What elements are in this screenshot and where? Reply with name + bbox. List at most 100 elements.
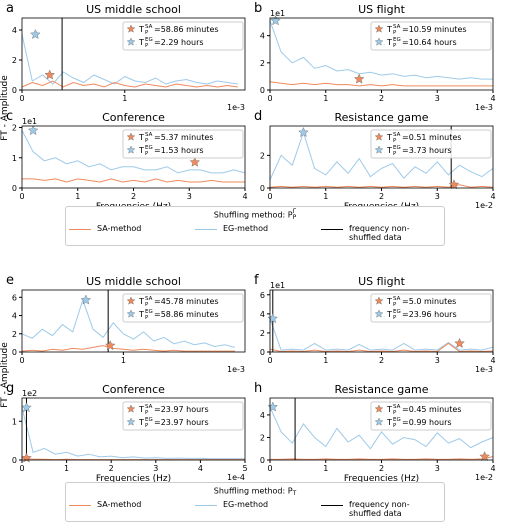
x-tick-label: 1	[323, 192, 328, 201]
annotation-text: =5.37 minutes	[154, 133, 213, 142]
legend-symbol-scripts: T	[293, 485, 297, 497]
annotation-text: =0.99 hours	[402, 418, 452, 427]
x-offset: 1e-3	[227, 103, 245, 112]
legend-star	[126, 417, 136, 426]
legend-star	[126, 132, 136, 141]
legend-entries: SA-method EG-method frequency non-shuffled…	[66, 500, 444, 518]
x-tick-label: 3	[153, 464, 158, 473]
annotation-sup: EG	[145, 145, 153, 151]
x-tick-label: 4	[490, 356, 495, 365]
x-tick-label: 4	[490, 192, 495, 201]
x-tick-label: 3	[435, 192, 440, 201]
annotation-sub: P	[393, 302, 397, 308]
legend-swatch	[195, 229, 217, 230]
legend-star	[374, 296, 384, 305]
x-tick-label: 0	[267, 464, 272, 473]
legend-star	[374, 145, 384, 154]
series-line	[21, 34, 238, 85]
peak-star	[21, 452, 32, 463]
legend-star	[126, 145, 136, 154]
annotation-box	[370, 401, 492, 431]
panel-letter: e	[6, 273, 14, 288]
annotation-symbol: T	[386, 310, 392, 319]
annotation-sub: P	[393, 315, 397, 321]
x-tick-label: 3	[187, 192, 192, 201]
annotation-text: =58.86 minutes	[154, 25, 219, 34]
panel-letter: b	[254, 1, 262, 16]
panel-letter: h	[254, 381, 262, 396]
annotation-sup: SA	[145, 24, 153, 30]
legend-star	[126, 24, 136, 33]
y-tick-label: 6	[260, 291, 265, 300]
annotation-sub: P	[145, 30, 149, 36]
x-tick-label: 2	[109, 464, 114, 473]
panel-letter: g	[6, 381, 14, 396]
annotation-symbol: T	[138, 133, 144, 142]
panel-title: Resistance game	[335, 111, 429, 124]
panel-title: US middle school	[86, 3, 181, 16]
legend-swatch	[69, 505, 91, 506]
x-tick-label: 2	[131, 192, 136, 201]
annotation-sup: SA	[393, 24, 401, 30]
x-tick-label: 4	[198, 464, 203, 473]
annotation-text: =0.45 minutes	[402, 405, 461, 414]
peak-star	[44, 69, 55, 80]
series-line	[269, 318, 494, 351]
legend-label: EG-method	[223, 224, 269, 233]
y-tick-label: 0	[12, 456, 17, 465]
legend: Shuffling method: P Γ P SA-method EG-method f…	[65, 206, 445, 246]
x-tick-label: 4	[490, 94, 495, 103]
annotation-sup: SA	[393, 404, 401, 410]
annotation-symbol: T	[138, 25, 144, 34]
annotation-text: =5.0 minutes	[402, 297, 456, 306]
x-tick-label: 1	[121, 356, 126, 365]
panel-title: Conference	[102, 111, 165, 124]
annotation-sub: P	[145, 302, 149, 308]
legend-star	[126, 309, 136, 318]
legend-symbol: P	[287, 210, 293, 220]
legend-entries: SA-method EG-method frequency non-shuffled…	[66, 224, 444, 242]
legend-entry: frequency non-shuffled data	[321, 500, 441, 518]
legend-star	[126, 404, 136, 413]
legend-star	[374, 404, 384, 413]
annotation-sup: EG	[393, 145, 401, 151]
series-line	[269, 406, 494, 450]
annotation-sub: P	[145, 43, 149, 49]
annotation-sup: SA	[145, 296, 153, 302]
legend-star	[126, 296, 136, 305]
x-axis-label: Frequencies (Hz)	[96, 474, 171, 484]
legend-label: frequency non-shuffled data	[349, 224, 410, 242]
legend-swatch	[69, 229, 91, 230]
annotation-box	[122, 21, 244, 51]
series-line	[269, 81, 493, 87]
annotation-sub: P	[145, 138, 149, 144]
series-line	[269, 130, 494, 181]
peak-star	[80, 294, 92, 305]
annotation-symbol: T	[386, 38, 392, 47]
y-axis-label: FT - Amplitude	[0, 342, 10, 408]
annotation-sup: EG	[145, 309, 153, 315]
annotation-text: =23.97 hours	[154, 418, 209, 427]
legend-swatch	[195, 505, 217, 506]
annotation-text: =58.86 minutes	[154, 310, 219, 319]
x-tick-label: 2	[379, 192, 384, 201]
x-tick-label: 1	[122, 94, 127, 103]
annotation-sub: P	[393, 151, 397, 157]
series-line	[21, 80, 238, 88]
axes-frame	[21, 397, 246, 461]
y-tick-label: 4	[260, 411, 265, 420]
x-tick-label: 0	[19, 94, 24, 103]
annotation-sub: P	[145, 315, 149, 321]
y-tick-label: 2	[12, 56, 17, 65]
peak-star	[270, 15, 281, 26]
x-tick-label: 1	[64, 464, 69, 473]
axes-frame	[21, 17, 246, 91]
x-tick-label: 3	[435, 94, 440, 103]
annotation-text: =0.51 minutes	[402, 133, 461, 142]
y-tick-label: 0	[260, 184, 265, 193]
axes-frame	[21, 125, 246, 189]
x-tick-label: 2	[379, 464, 384, 473]
legend-title-text: Shuffling method:	[213, 210, 286, 220]
